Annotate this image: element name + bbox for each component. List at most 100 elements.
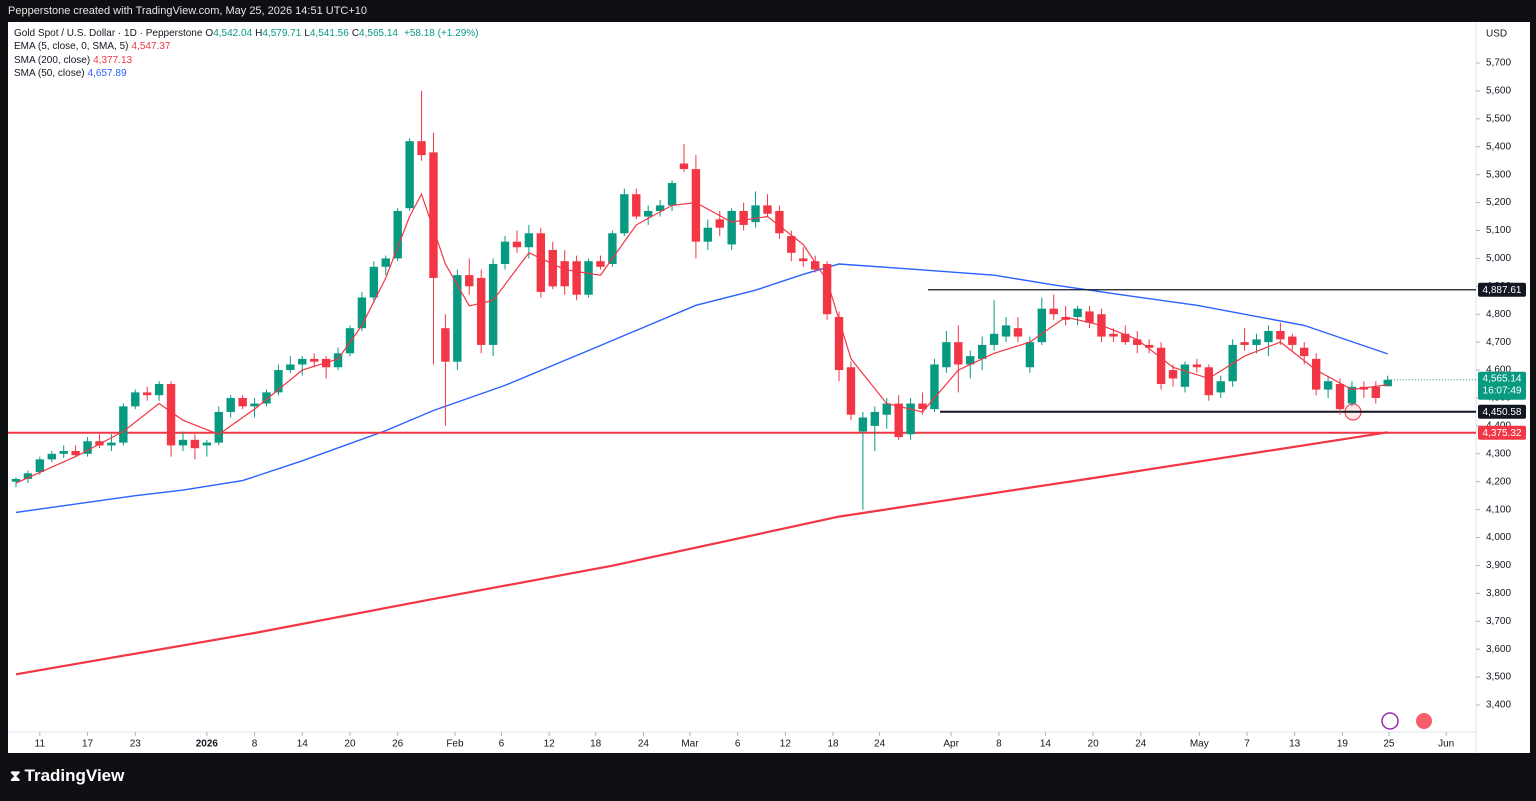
- ohlc-key: H: [255, 28, 263, 39]
- candle-body: [107, 442, 116, 446]
- series-name: SMA (50, close): [14, 67, 85, 79]
- candle-body: [1061, 317, 1070, 320]
- y-tick-label: 5,100: [1486, 225, 1511, 236]
- brand-logo[interactable]: ⧗ TradingView: [10, 766, 125, 785]
- candle-body: [1085, 311, 1094, 323]
- candle-body: [1144, 344, 1154, 348]
- series-legend-row[interactable]: SMA (200, close) 4,377.13: [14, 54, 481, 67]
- candle-body: [369, 266, 379, 298]
- candle-body: [1109, 333, 1118, 337]
- series-value: 4,547.37: [131, 41, 171, 53]
- series-name: SMA (200, close): [14, 54, 91, 66]
- candle-body: [83, 441, 92, 454]
- ohlc-value: 4,542.04: [213, 28, 253, 39]
- x-tick-label: 8: [996, 739, 1002, 750]
- candle-body: [166, 384, 176, 446]
- candle-body: [1335, 384, 1345, 410]
- candle-body: [226, 397, 235, 412]
- series-name: EMA (5, close, 0, SMA, 5): [14, 41, 129, 53]
- candle-body: [1347, 386, 1357, 404]
- series-legend-row[interactable]: EMA (5, close, 0, SMA, 5) 4,547.37: [14, 40, 481, 53]
- y-tick-label: 4,700: [1486, 337, 1511, 348]
- legend-main: Gold Spot / U.S. Dollar · 1D · Peppersto…: [14, 27, 481, 40]
- candle-body: [775, 210, 784, 234]
- ohlc-key: O: [205, 28, 214, 39]
- x-tick-label: Jun: [1438, 739, 1454, 750]
- candle-body: [966, 356, 975, 365]
- candle-body: [274, 370, 283, 393]
- candle-body: [906, 403, 915, 435]
- candle-body: [930, 364, 939, 410]
- flag-icon[interactable]: [1416, 713, 1432, 729]
- candle-body: [1204, 367, 1214, 396]
- series-legend-row[interactable]: SMA (50, close) 4,657.89: [14, 67, 481, 80]
- change: +58.18 (+1.29%): [403, 28, 479, 39]
- candle-body: [632, 194, 641, 217]
- candle-body: [751, 205, 760, 223]
- indicator-line: [15, 192, 1388, 484]
- lightning-icon[interactable]: [1381, 712, 1399, 730]
- candle-body: [572, 261, 581, 295]
- y-tick-label: 5,000: [1486, 253, 1511, 264]
- candle-body: [465, 275, 474, 287]
- ohlc-key: C: [351, 28, 360, 39]
- x-tick-label: 18: [828, 739, 840, 750]
- top-note: Pepperstone created with TradingView.com…: [8, 5, 368, 17]
- candle-body: [59, 450, 68, 454]
- candle-body: [1013, 328, 1023, 337]
- candle-body: [1383, 379, 1392, 387]
- candle-body: [608, 233, 617, 264]
- x-tick-label: 7: [1244, 739, 1250, 750]
- candle-body: [822, 263, 832, 315]
- ohlc: O4,542.04 H4,579.71 L4,541.56 C4,565.14: [205, 28, 401, 39]
- candle-body: [250, 403, 259, 407]
- candle-body: [667, 183, 677, 206]
- candle-body: [942, 342, 951, 368]
- x-tick-label: 2026: [196, 739, 219, 750]
- candle-body: [1276, 330, 1285, 340]
- x-tick-label: 6: [735, 739, 741, 750]
- y-tick-label: 4,300: [1486, 448, 1511, 459]
- candle-body: [286, 364, 295, 371]
- candle-body: [536, 233, 546, 292]
- x-tick-label: 24: [638, 739, 650, 750]
- candle-body: [1323, 381, 1333, 390]
- y-tick-label: 3,600: [1486, 644, 1511, 655]
- ohlc-value: 4,541.56: [309, 28, 349, 39]
- x-tick-label: 8: [252, 739, 258, 750]
- x-tick-label: May: [1190, 739, 1209, 750]
- candle-body: [238, 397, 247, 407]
- candle-body: [23, 473, 33, 479]
- x-tick-label: 23: [130, 739, 142, 750]
- candle-body: [834, 317, 844, 371]
- x-tick-label: 17: [82, 739, 94, 750]
- candle-body: [500, 241, 510, 264]
- candle-body: [787, 236, 796, 253]
- candle-body: [178, 439, 188, 446]
- candle-body: [1252, 339, 1261, 345]
- candle-body: [119, 406, 128, 443]
- y-tick-label: 5,600: [1486, 86, 1511, 97]
- candle-body: [1168, 370, 1178, 379]
- level-tag: [1478, 282, 1526, 297]
- x-tick-label: 20: [344, 739, 356, 750]
- level-tag: [1478, 404, 1526, 419]
- candle-body: [47, 453, 56, 460]
- x-tick-label: Mar: [681, 739, 699, 750]
- candle-body: [882, 403, 891, 415]
- candle-body: [95, 441, 104, 446]
- candle-body: [1216, 381, 1225, 393]
- candle-body: [810, 261, 820, 270]
- candle-body: [417, 141, 426, 156]
- x-tick-label: 26: [392, 739, 404, 750]
- series-legend: EMA (5, close, 0, SMA, 5) 4,547.37 SMA (20…: [14, 40, 481, 80]
- candle-body: [560, 261, 569, 287]
- brand-name: TradingView: [24, 766, 125, 785]
- candle-body: [1133, 339, 1142, 345]
- candle-body: [405, 141, 414, 209]
- y-tick-label: 3,700: [1486, 616, 1511, 627]
- y-tick-label: 5,300: [1486, 169, 1511, 180]
- candle-body: [655, 205, 665, 211]
- series-value: 4,657.89: [87, 67, 127, 79]
